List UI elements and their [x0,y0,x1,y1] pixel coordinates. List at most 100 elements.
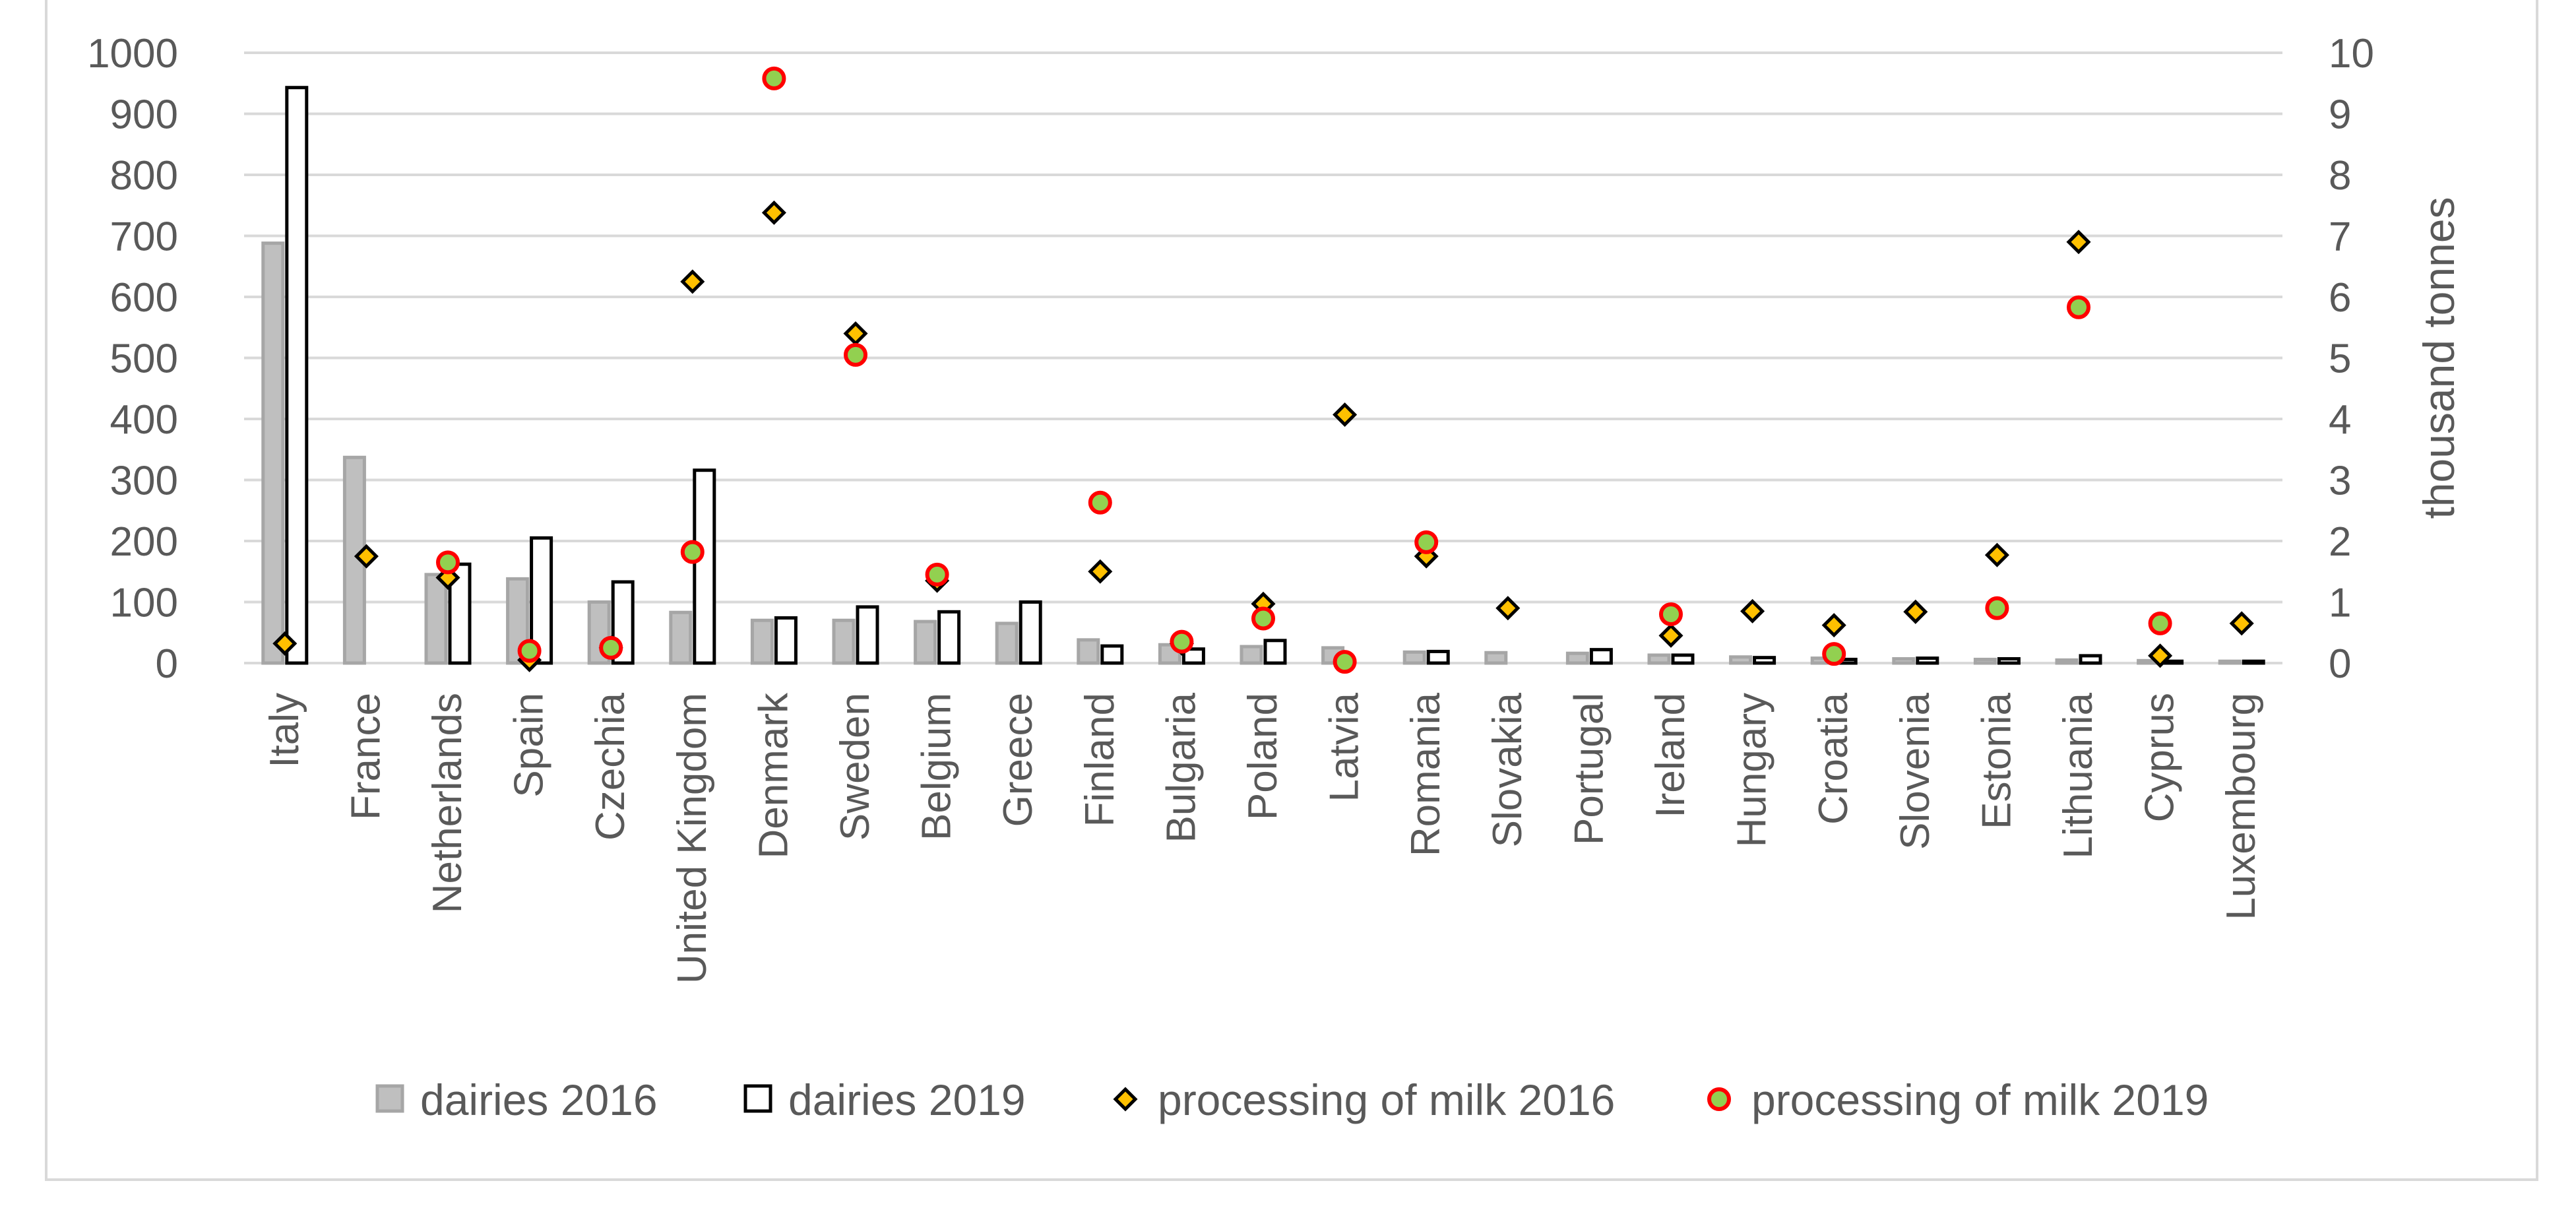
bar-dairies-2019-sweden [856,605,879,665]
category-label-finland: Finland [1077,693,1123,827]
left-tick-label: 1000 [87,31,178,77]
category-label-estonia: Estonia [1974,692,2019,829]
bar-dairies-2019-portugal [1589,648,1613,665]
left-tick-label: 400 [110,397,178,443]
bar-dairies-2019-romania [1426,649,1450,665]
marker-processing-of-milk-2016-estonia [1984,542,2009,567]
bar-dairies-2016-netherlands [424,573,448,665]
bar-dairies-2019-finland [1100,644,1124,665]
category-label-spain: Spain [507,693,552,798]
right-tick-label: 3 [2329,459,2351,504]
category-label-united-kingdom: United Kingdom [670,693,715,984]
marker-processing-of-milk-2016-united-kingdom [680,269,705,294]
legend-swatch-processing-of-milk-2019 [1707,1087,1731,1111]
marker-processing-of-milk-2019-croatia [1822,642,1846,666]
right-tick-label: 8 [2329,153,2351,199]
marker-processing-of-milk-2019-estonia [1985,596,2009,620]
legend-swatch-dairies-2019 [743,1084,772,1113]
category-label-italy: Italy [262,693,307,768]
marker-processing-of-milk-2016-latvia [1333,402,1358,428]
markers [272,66,2254,674]
right-tick-label: 4 [2329,397,2351,443]
category-label-lithuania: Lithuania [2056,692,2101,858]
bar-dairies-2019-italy [285,86,309,665]
bar-dairies-2016-hungary [1729,655,1753,665]
marker-processing-of-milk-2016-finland [1088,559,1113,584]
left-tick-label: 500 [110,336,178,382]
marker-processing-of-milk-2016-ireland [1658,623,1683,648]
marker-processing-of-milk-2016-croatia [1821,613,1846,638]
left-tick-label: 700 [110,214,178,260]
category-label-belgium: Belgium [914,693,960,841]
category-label-france: France [343,693,389,820]
marker-processing-of-milk-2019-sweden [844,342,867,367]
bar-dairies-2016-luxembourg [2218,659,2242,665]
bar-dairies-2016-finland [1077,638,1100,665]
category-label-slovenia: Slovenia [1893,692,1938,849]
marker-processing-of-milk-2016-france [354,544,379,569]
bar-dairies-2016-slovakia [1484,651,1508,665]
category-label-bulgaria: Bulgaria [1158,692,1204,843]
bar-dairies-2016-portugal [1565,651,1589,665]
marker-processing-of-milk-2019-united-kingdom [680,540,705,564]
marker-processing-of-milk-2016-luxembourg [2229,611,2254,636]
marker-processing-of-milk-2019-bulgaria [1170,629,1194,654]
bars [261,86,2265,665]
category-label-luxembourg: Luxembourg [2218,693,2264,920]
left-tick-label: 0 [156,641,178,687]
marker-processing-of-milk-2019-ireland [1659,602,1683,626]
left-tick-label: 600 [110,275,178,321]
bar-dairies-2016-belgium [914,620,937,665]
bar-dairies-2019-luxembourg [2242,659,2265,665]
bar-dairies-2019-spain [530,536,553,665]
left-tick-label: 100 [110,581,178,626]
right-tick-label: 9 [2329,92,2351,138]
bar-dairies-2016-poland [1240,645,1263,665]
category-label-latvia: Latvia [1322,692,1367,802]
marker-processing-of-milk-2016-sweden [843,321,868,346]
bar-dairies-2016-sweden [832,618,856,665]
marker-processing-of-milk-2019-finland [1088,490,1112,515]
bar-dairies-2016-ireland [1647,653,1671,665]
marker-processing-of-milk-2016-slovakia [1495,596,1521,621]
category-labels: Italy France Netherlands Spain Czechia United… [262,692,2264,984]
marker-processing-of-milk-2019-netherlands [436,550,460,575]
bar-dairies-2016-italy [261,241,285,665]
right-tick-label: 6 [2329,275,2351,321]
right-tick-label: 2 [2329,519,2351,565]
bar-dairies-2019-greece [1019,600,1042,665]
left-tick-label: 200 [110,519,178,565]
bar-dairies-2019-united-kingdom [693,468,716,665]
category-label-sweden: Sweden [832,693,878,841]
marker-processing-of-milk-2019-belgium [925,562,949,587]
marker-processing-of-milk-2016-denmark [761,200,786,225]
right-tick-label: 1 [2329,581,2351,626]
category-label-slovakia: Slovakia [1485,692,1530,847]
bar-dairies-2016-greece [995,622,1019,665]
bar-dairies-2016-united-kingdom [669,610,693,665]
marker-processing-of-milk-2016-slovenia [1903,599,1928,624]
category-label-poland: Poland [1240,693,1286,820]
right-tick-label: 10 [2329,31,2374,77]
right-tick-label: 7 [2329,214,2351,260]
marker-processing-of-milk-2016-lithuania [2066,230,2091,255]
marker-processing-of-milk-2016-hungary [1740,598,1765,623]
category-label-ireland: Ireland [1648,693,1693,818]
legend: dairies 2016 dairies 2019 processing of mi… [375,1075,2209,1124]
right-axis-title: thousand tonnes [2414,197,2463,519]
marker-processing-of-milk-2019-poland [1251,606,1275,631]
category-label-romania: Romania [1403,692,1449,856]
bar-dairies-2019-belgium [937,610,961,665]
right-tick-label: 5 [2329,336,2351,382]
category-label-denmark: Denmark [751,692,796,859]
legend-label-dairies-2016: dairies 2016 [420,1075,658,1124]
marker-processing-of-milk-2019-spain [517,639,542,663]
bar-dairies-2019-slovenia [1916,656,1939,665]
bar-dairies-2016-denmark [750,618,774,665]
marker-processing-of-milk-2016-italy [272,631,298,656]
left-axis-ticks: 0 100 200 300 400 500 600 700 800 900 1000 [87,31,178,687]
category-label-netherlands: Netherlands [425,693,470,913]
bar-dairies-2019-lithuania [2079,654,2102,665]
legend-label-dairies-2019: dairies 2019 [788,1075,1026,1124]
